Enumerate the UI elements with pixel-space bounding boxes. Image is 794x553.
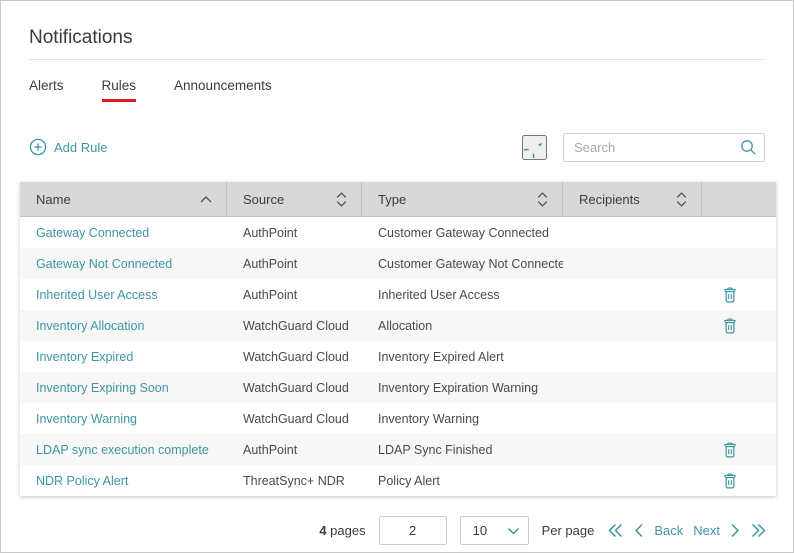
rule-name-link[interactable]: Inventory Warning — [36, 411, 137, 426]
rule-source: AuthPoint — [243, 256, 298, 271]
rule-name-link[interactable]: Gateway Connected — [36, 225, 150, 240]
sort-icon — [200, 196, 212, 203]
refresh-icon — [524, 137, 545, 158]
tab-label: Rules — [101, 78, 137, 93]
trash-icon — [722, 441, 738, 459]
sort-icon — [676, 192, 687, 207]
first-page-button[interactable] — [607, 523, 624, 538]
search-input[interactable] — [563, 132, 765, 162]
tab-label: Alerts — [29, 78, 64, 93]
sort-icon — [336, 192, 347, 207]
pager-controls: Back Next — [607, 523, 767, 538]
table-body: Gateway Connected AuthPoint Customer Gat… — [20, 217, 776, 496]
rule-name-link[interactable]: Gateway Not Connected — [36, 256, 173, 271]
tab-bar: Alerts Rules Announcements — [29, 78, 765, 102]
page-title: Notifications — [29, 27, 133, 48]
current-page-input[interactable] — [378, 516, 447, 545]
rule-type: Inherited User Access — [378, 287, 500, 302]
trash-icon — [722, 472, 738, 490]
search-icon[interactable] — [740, 139, 757, 156]
trash-icon — [722, 317, 738, 335]
rule-name-link[interactable]: Inherited User Access — [36, 287, 158, 302]
table-row: Inventory Expired WatchGuard Cloud Inven… — [20, 341, 776, 372]
delete-rule-button[interactable] — [722, 317, 738, 335]
chevron-right-icon — [730, 523, 740, 538]
delete-rule-button[interactable] — [722, 286, 738, 304]
rule-source: WatchGuard Cloud — [243, 318, 349, 333]
rule-source: WatchGuard Cloud — [243, 380, 349, 395]
pages-count: 4 — [319, 523, 327, 538]
rule-name-link[interactable]: Inventory Expiring Soon — [36, 380, 169, 395]
rule-type: Inventory Expiration Warning — [378, 380, 539, 395]
rule-type: Customer Gateway Connected — [378, 225, 549, 240]
column-header-name[interactable]: Name — [20, 182, 227, 217]
add-rule-button[interactable]: Add Rule — [29, 138, 107, 156]
chevron-left-icon — [634, 523, 644, 538]
table-row: Gateway Not Connected AuthPoint Customer… — [20, 248, 776, 279]
pagination-bar: 4 pages 10 Per page B — [1, 516, 793, 545]
search-box — [563, 132, 765, 162]
rule-name-link[interactable]: Inventory Expired — [36, 349, 134, 364]
refresh-button[interactable] — [522, 134, 547, 160]
rule-type: Policy Alert — [378, 473, 440, 488]
rule-name-link[interactable]: NDR Policy Alert — [36, 473, 129, 488]
rule-source: AuthPoint — [243, 225, 298, 240]
rules-table: Name Source Type — [20, 182, 776, 496]
rule-source: WatchGuard Cloud — [243, 411, 349, 426]
column-header-label: Name — [36, 192, 71, 207]
rule-source: AuthPoint — [243, 287, 298, 302]
pages-info: 4 pages — [319, 523, 365, 538]
trash-icon — [722, 286, 738, 304]
tab-rules[interactable]: Rules — [101, 78, 137, 102]
table-row: Inventory Expiring Soon WatchGuard Cloud… — [20, 372, 776, 403]
tab-label: Announcements — [174, 78, 272, 93]
per-page-value: 10 — [472, 523, 488, 538]
column-header-label: Type — [378, 192, 407, 207]
column-header-label: Source — [243, 192, 285, 207]
previous-page-button[interactable] — [634, 523, 644, 538]
chevron-down-icon — [507, 527, 520, 535]
delete-rule-button[interactable] — [722, 441, 738, 459]
title-divider — [29, 59, 765, 60]
table-row: LDAP sync execution complete AuthPoint L… — [20, 434, 776, 465]
column-header-recipients[interactable]: Recipients — [563, 182, 702, 217]
toolbar: Add Rule — [29, 132, 765, 162]
column-header-source[interactable]: Source — [227, 182, 362, 217]
rule-type: Customer Gateway Not Connected — [378, 256, 563, 271]
rule-source: WatchGuard Cloud — [243, 349, 349, 364]
add-rule-label: Add Rule — [54, 139, 108, 155]
delete-rule-button[interactable] — [722, 472, 738, 490]
table-row: Inventory Warning WatchGuard Cloud Inven… — [20, 403, 776, 434]
table-row: Gateway Connected AuthPoint Customer Gat… — [20, 217, 776, 248]
per-page-select[interactable]: 10 — [459, 516, 529, 545]
per-page-label: Per page — [541, 523, 595, 538]
last-page-button[interactable] — [750, 523, 767, 538]
double-chevron-left-icon — [607, 523, 624, 538]
rule-name-link[interactable]: LDAP sync execution complete — [36, 442, 209, 457]
sort-icon — [537, 192, 548, 207]
column-header-type[interactable]: Type — [362, 182, 563, 217]
rule-source: ThreatSync+ NDR — [243, 473, 345, 488]
column-header-label: Recipients — [579, 192, 640, 207]
pages-label: pages — [330, 523, 366, 538]
rule-type: Inventory Expired Alert — [378, 349, 504, 364]
rule-type: LDAP Sync Finished — [378, 442, 493, 457]
double-chevron-right-icon — [750, 523, 767, 538]
rule-type: Inventory Warning — [378, 411, 479, 426]
rule-name-link[interactable]: Inventory Allocation — [36, 318, 145, 333]
table-header-row: Name Source Type — [20, 182, 776, 217]
table-row: Inventory Allocation WatchGuard Cloud Al… — [20, 310, 776, 341]
table-row: NDR Policy Alert ThreatSync+ NDR Policy … — [20, 465, 776, 496]
back-link[interactable]: Back — [654, 523, 684, 538]
tab-alerts[interactable]: Alerts — [29, 78, 64, 102]
tab-announcements[interactable]: Announcements — [174, 78, 272, 102]
rule-type: Allocation — [378, 318, 433, 333]
table-row: Inherited User Access AuthPoint Inherite… — [20, 279, 776, 310]
column-header-actions — [702, 182, 776, 217]
rule-source: AuthPoint — [243, 442, 298, 457]
next-link[interactable]: Next — [693, 523, 720, 538]
circled-plus-icon — [29, 138, 47, 156]
next-page-button[interactable] — [730, 523, 740, 538]
